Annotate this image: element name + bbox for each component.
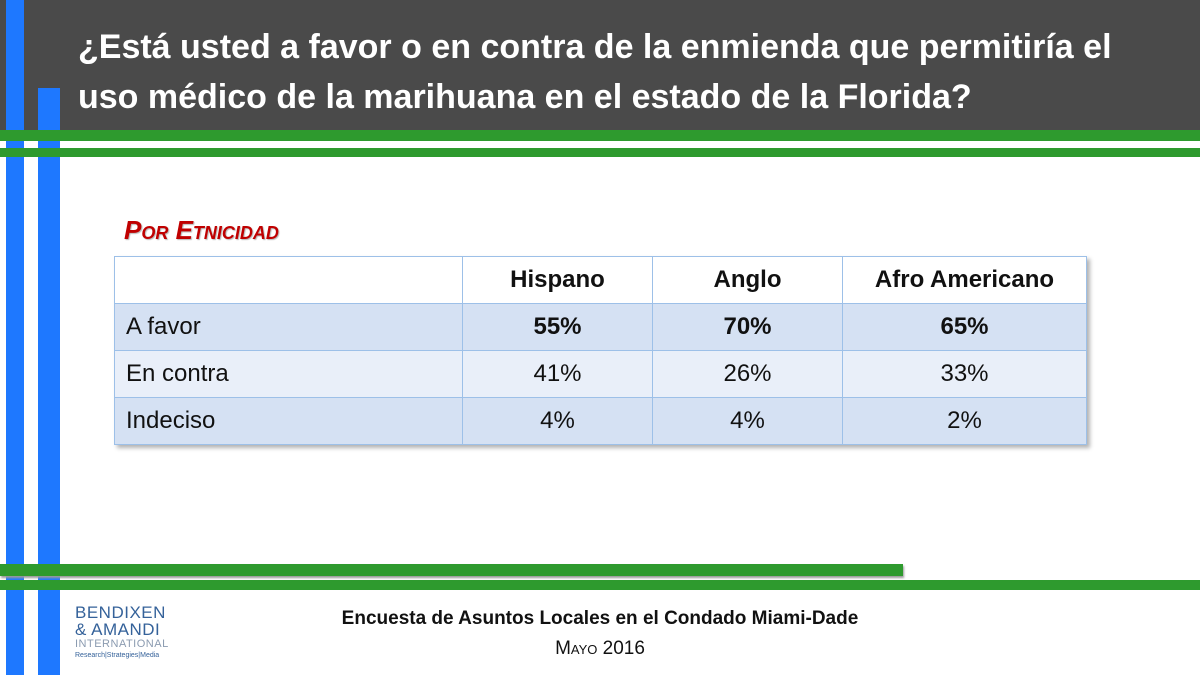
survey-date: Mayo 2016 [555, 638, 645, 659]
column-header: Anglo [652, 256, 843, 304]
results-table: Hispano Anglo Afro Americano A favor 55%… [114, 256, 1087, 445]
table-cell: 55% [462, 303, 653, 351]
table-row: En contra 41% 26% 33% [114, 350, 1087, 398]
company-logo: BENDIXEN & AMANDI INTERNATIONAL Research… [75, 604, 175, 661]
row-label: A favor [114, 303, 463, 351]
table-cell: 4% [652, 397, 843, 445]
bottom-divider-line-wide [0, 580, 1200, 590]
title-bar: ¿Está usted a favor o en contra de la en… [0, 0, 1200, 130]
table-row: A favor 55% 70% 65% [114, 303, 1087, 351]
slide-title: ¿Está usted a favor o en contra de la en… [78, 28, 1112, 116]
column-header: Hispano [462, 256, 653, 304]
left-accent-bar [6, 0, 24, 675]
section-heading: Por Etnicidad [124, 215, 279, 245]
table-cell: 4% [462, 397, 653, 445]
logo-line-3: INTERNATIONAL [75, 638, 169, 650]
column-header: Afro Americano [842, 256, 1087, 304]
table-cell: 26% [652, 350, 843, 398]
top-divider-line [0, 130, 1200, 141]
table-cell: 33% [842, 350, 1087, 398]
bottom-divider-line [0, 564, 903, 576]
logo-line-1: BENDIXEN [75, 603, 166, 622]
table-cell: 65% [842, 303, 1087, 351]
left-accent-bar-inner [38, 88, 60, 675]
table-row: Indeciso 4% 4% 2% [114, 397, 1087, 445]
table-cell: 2% [842, 397, 1087, 445]
column-header [114, 256, 463, 304]
table-header-row: Hispano Anglo Afro Americano [114, 256, 1087, 304]
survey-title: Encuesta de Asuntos Locales en el Condad… [341, 608, 859, 629]
table-cell: 41% [462, 350, 653, 398]
row-label: En contra [114, 350, 463, 398]
row-label: Indeciso [114, 397, 463, 445]
table-cell: 70% [652, 303, 843, 351]
logo-line-2: & AMANDI [75, 620, 161, 639]
logo-tagline: Research|Strategies|Media [75, 652, 160, 659]
top-divider-line-thin [0, 148, 1200, 157]
